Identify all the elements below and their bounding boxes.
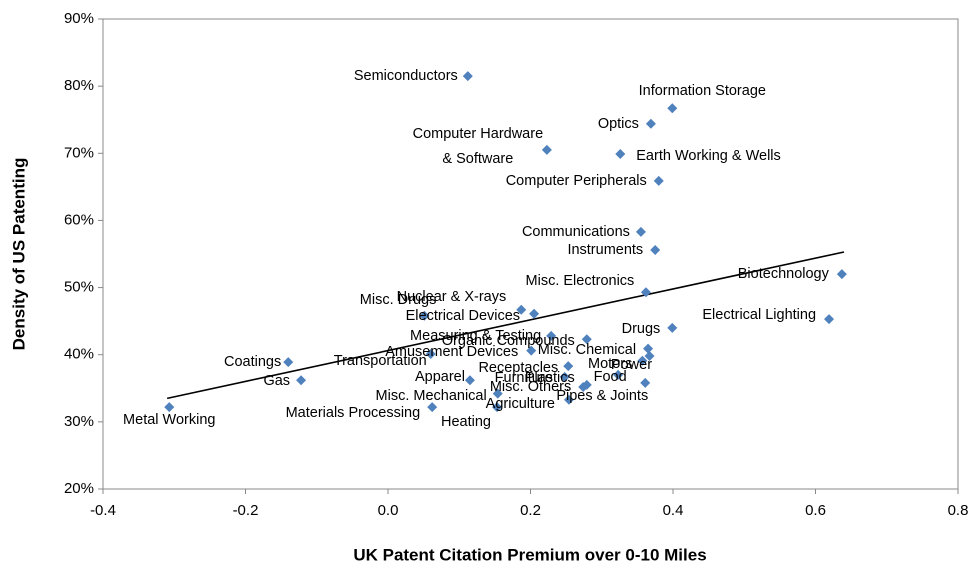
point-label: Metal Working [123, 412, 216, 429]
point [462, 71, 473, 82]
plot-frame [102, 18, 959, 490]
y-tick-label: 50% [64, 279, 94, 296]
point [529, 308, 540, 319]
point-label: Coatings [224, 354, 282, 371]
point [464, 375, 475, 386]
point [296, 375, 307, 386]
x-tick-label: 0.6 [805, 502, 826, 519]
point-label: Biotechnology [737, 266, 829, 283]
point-label: Organic Compounds [441, 333, 575, 350]
point-label: Food [593, 368, 627, 385]
point-label: Misc. Mechanical [375, 387, 487, 404]
point-label: Furniture [494, 369, 553, 386]
point-label: Amusement Devices [385, 343, 519, 360]
point [546, 330, 557, 341]
point [492, 402, 503, 413]
point [563, 394, 574, 405]
x-tick-label: 0.4 [663, 502, 684, 519]
y-tick-label: 90% [64, 10, 94, 27]
point-label: Earth Working & Wells [636, 147, 781, 164]
point-label: Measuring & Testing [410, 327, 542, 344]
y-axis-title: Density of US Patenting [9, 158, 28, 351]
point [427, 402, 438, 413]
point-label: Pipes & Joints [556, 387, 649, 404]
point-label: Computer Hardware & Software [412, 125, 544, 167]
point-label: Instruments [567, 241, 644, 258]
y-tick-label: 80% [64, 77, 94, 94]
point [578, 381, 589, 392]
x-tick-label: -0.2 [233, 502, 259, 519]
point-label: Misc. Others [489, 378, 572, 395]
y-tick-label: 60% [64, 211, 94, 228]
point [615, 148, 626, 159]
point [637, 355, 648, 366]
point-label: Misc. Drugs [359, 291, 437, 308]
point [635, 226, 646, 237]
point-label: Electrical Devices [405, 307, 521, 324]
x-axis-title: UK Patent Citation Premium over 0-10 Mil… [353, 545, 706, 564]
point-label: Receptacles [478, 360, 559, 377]
point-label: Optics [597, 115, 639, 132]
y-tick-label: 30% [64, 413, 94, 430]
x-tick-label: 0.8 [948, 502, 969, 519]
point [425, 349, 436, 360]
point [559, 371, 570, 382]
point [640, 287, 651, 298]
point-label: Agriculture [485, 395, 555, 412]
point [836, 269, 847, 280]
point [283, 357, 294, 368]
point [516, 304, 527, 315]
point-label: Motors [588, 355, 633, 372]
x-tick-label: -0.4 [90, 502, 116, 519]
point-label: Plastics [524, 369, 575, 386]
point [613, 369, 624, 380]
point-label: Power [610, 357, 653, 374]
point-label: Gas [263, 373, 291, 390]
trendline [166, 251, 845, 400]
point-label: Semiconductors [353, 68, 458, 85]
y-tick-label: 70% [64, 144, 94, 161]
y-tick-label: 40% [64, 346, 94, 363]
point [645, 118, 656, 129]
point [492, 388, 503, 399]
point [643, 343, 654, 354]
point-label: Misc. Chemical [537, 341, 637, 358]
point-label: Drugs [621, 320, 661, 337]
x-tick-label: 0.2 [520, 502, 541, 519]
point [563, 361, 574, 372]
point [581, 334, 592, 345]
point [640, 377, 651, 388]
y-tick-label: 20% [64, 480, 94, 497]
point-label: Heating [441, 414, 491, 431]
point-label: Materials Processing [285, 405, 421, 422]
point-label: Misc. Electronics [525, 273, 635, 290]
point [667, 322, 678, 333]
point-label: Transportation [333, 353, 427, 370]
point-label: Electrical Lighting [702, 307, 817, 324]
point [526, 345, 537, 356]
point [650, 244, 661, 255]
point [824, 314, 835, 325]
point-label: Information Storage [638, 83, 766, 100]
point [164, 402, 175, 413]
point-label: Computer Peripherals [505, 172, 647, 189]
point-label: Nuclear & X-rays [396, 288, 507, 305]
point-label: Communications [521, 223, 630, 240]
x-tick-label: 0.0 [378, 502, 399, 519]
point [419, 310, 430, 321]
point [667, 103, 678, 114]
point-label: Apparel [414, 369, 465, 386]
point [653, 175, 664, 186]
point [541, 144, 552, 155]
point [644, 351, 655, 362]
